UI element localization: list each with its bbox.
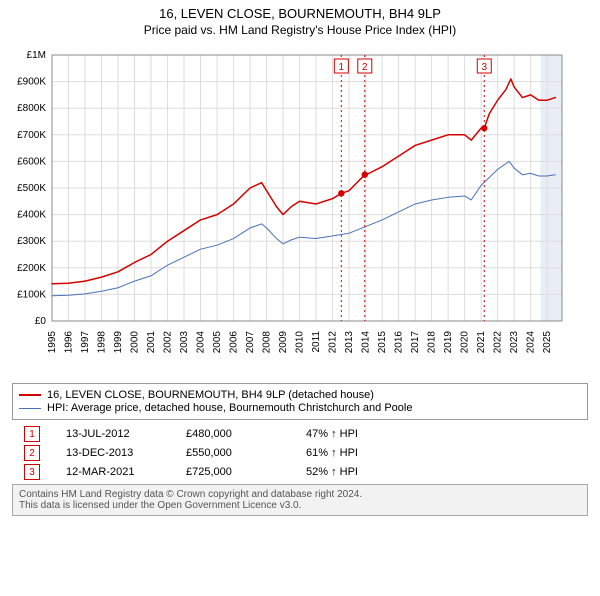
legend-label: 16, LEVEN CLOSE, BOURNEMOUTH, BH4 9LP (d…	[47, 389, 374, 401]
svg-text:2019: 2019	[443, 331, 454, 354]
legend: 16, LEVEN CLOSE, BOURNEMOUTH, BH4 9LP (d…	[12, 383, 588, 420]
event-date: 13-DEC-2013	[66, 447, 186, 459]
footer-line: Contains HM Land Registry data © Crown c…	[19, 489, 581, 500]
event-badge: 2	[24, 445, 40, 461]
legend-row: 16, LEVEN CLOSE, BOURNEMOUTH, BH4 9LP (d…	[19, 389, 581, 401]
svg-text:1997: 1997	[80, 331, 91, 354]
event-row: 3 12-MAR-2021£725,00052% ↑ HPI	[24, 464, 588, 480]
events-table: 1 13-JUL-2012£480,00047% ↑ HPI 2 13-DEC-201…	[12, 426, 588, 480]
svg-text:£800K: £800K	[17, 103, 46, 114]
legend-swatch	[19, 394, 41, 396]
event-delta: 52% ↑ HPI	[306, 466, 358, 478]
svg-text:2004: 2004	[196, 331, 207, 354]
event-date: 13-JUL-2012	[66, 428, 186, 440]
event-price: £480,000	[186, 428, 306, 440]
svg-text:2003: 2003	[179, 331, 190, 354]
event-delta: 47% ↑ HPI	[306, 428, 358, 440]
page-title: 16, LEVEN CLOSE, BOURNEMOUTH, BH4 9LP	[0, 6, 600, 21]
svg-text:2001: 2001	[146, 331, 157, 354]
svg-text:1995: 1995	[47, 331, 58, 354]
svg-text:2009: 2009	[278, 331, 289, 354]
svg-text:£100K: £100K	[17, 289, 46, 300]
svg-text:£900K: £900K	[17, 77, 46, 88]
price-chart: £0 £100K £200K £300K £400K £500K £600K £700K £80…	[0, 45, 576, 375]
svg-text:1999: 1999	[113, 331, 124, 354]
svg-text:£300K: £300K	[17, 236, 46, 247]
svg-text:2018: 2018	[427, 331, 438, 354]
svg-text:2008: 2008	[262, 331, 273, 354]
svg-text:2011: 2011	[311, 331, 322, 353]
svg-text:2021: 2021	[476, 331, 487, 354]
event-badge: 1	[24, 426, 40, 442]
svg-text:£400K: £400K	[17, 210, 46, 221]
svg-text:1998: 1998	[97, 331, 108, 354]
svg-text:2013: 2013	[344, 331, 355, 354]
legend-swatch	[19, 408, 41, 409]
svg-text:2: 2	[362, 62, 368, 73]
svg-text:3: 3	[481, 62, 487, 73]
svg-text:£500K: £500K	[17, 183, 46, 194]
event-badge: 3	[24, 464, 40, 480]
svg-text:2014: 2014	[361, 331, 372, 354]
svg-text:1: 1	[339, 62, 345, 73]
svg-text:2022: 2022	[493, 331, 504, 354]
svg-text:2005: 2005	[212, 331, 223, 354]
svg-text:£700K: £700K	[17, 130, 46, 141]
svg-text:2006: 2006	[229, 331, 240, 354]
svg-text:2000: 2000	[130, 331, 141, 354]
event-delta: 61% ↑ HPI	[306, 447, 358, 459]
svg-text:2025: 2025	[542, 331, 553, 354]
event-price: £725,000	[186, 466, 306, 478]
svg-text:2012: 2012	[328, 331, 339, 354]
event-row: 1 13-JUL-2012£480,00047% ↑ HPI	[24, 426, 588, 442]
event-price: £550,000	[186, 447, 306, 459]
svg-text:2020: 2020	[460, 331, 471, 354]
svg-text:2007: 2007	[245, 331, 256, 354]
event-date: 12-MAR-2021	[66, 466, 186, 478]
svg-text:£0: £0	[35, 316, 47, 327]
svg-text:2015: 2015	[377, 331, 388, 354]
event-row: 2 13-DEC-2013£550,00061% ↑ HPI	[24, 445, 588, 461]
svg-text:2024: 2024	[526, 331, 537, 354]
page-subtitle: Price paid vs. HM Land Registry's House …	[0, 23, 600, 37]
svg-text:£600K: £600K	[17, 156, 46, 167]
legend-label: HPI: Average price, detached house, Bour…	[47, 402, 412, 414]
svg-text:1996: 1996	[64, 331, 75, 354]
svg-text:2002: 2002	[163, 331, 174, 354]
svg-text:2010: 2010	[295, 331, 306, 354]
footer-attribution: Contains HM Land Registry data © Crown c…	[12, 484, 588, 516]
svg-text:£1M: £1M	[27, 50, 46, 61]
svg-text:2017: 2017	[410, 331, 421, 354]
footer-line: This data is licensed under the Open Gov…	[19, 500, 581, 511]
svg-text:£200K: £200K	[17, 263, 46, 274]
svg-text:2023: 2023	[509, 331, 520, 354]
legend-row: HPI: Average price, detached house, Bour…	[19, 402, 581, 414]
svg-text:2016: 2016	[394, 331, 405, 354]
chart-container: £0 £100K £200K £300K £400K £500K £600K £700K £80…	[0, 45, 600, 375]
